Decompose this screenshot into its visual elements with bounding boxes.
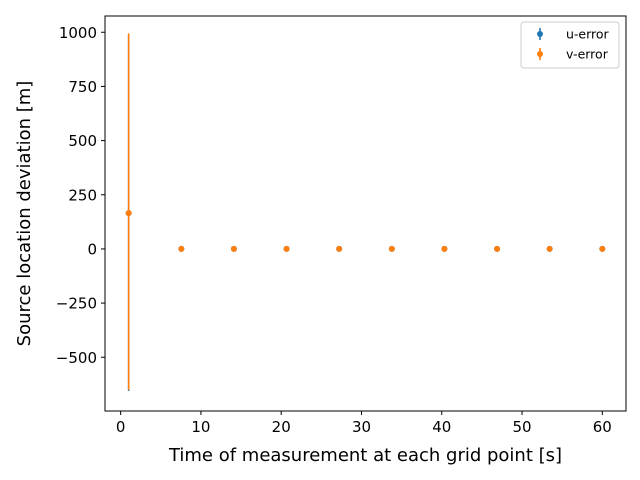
data-point — [336, 245, 343, 252]
legend-marker-icon — [537, 31, 543, 37]
series-u-error — [125, 34, 606, 391]
x-tick-label: 10 — [191, 418, 210, 436]
legend-item-u-error: u-error — [537, 27, 610, 42]
y-tick-label: −500 — [56, 349, 97, 367]
x-axis: 0 10 20 30 40 50 60 — [116, 411, 612, 436]
y-tick-label: 1000 — [59, 24, 97, 42]
data-point — [178, 245, 185, 252]
data-point — [388, 245, 395, 252]
plot-frame — [104, 15, 627, 412]
y-tick-label: 500 — [68, 132, 97, 150]
y-tick-label: 0 — [87, 240, 97, 258]
x-axis-label: Time of measurement at each grid point [… — [168, 445, 562, 466]
x-tick-label: 0 — [116, 418, 126, 436]
series-v-error — [125, 33, 606, 390]
y-tick-label: −250 — [56, 295, 97, 313]
x-tick-label: 60 — [593, 418, 612, 436]
data-point — [441, 245, 448, 252]
plot-marks — [125, 33, 606, 391]
data-point — [283, 245, 290, 252]
y-axis: −500 −250 0 250 500 750 1000 — [56, 24, 105, 367]
y-axis-label: Source location deviation [m] — [14, 81, 35, 347]
legend-label: v-error — [566, 47, 609, 62]
data-point — [599, 245, 606, 252]
y-tick-label: 250 — [68, 186, 97, 204]
data-point — [125, 210, 132, 217]
x-tick-label: 20 — [272, 418, 291, 436]
legend: u-error v-error — [520, 21, 620, 69]
x-tick-label: 40 — [432, 418, 451, 436]
y-tick-label: 750 — [68, 78, 97, 96]
data-point — [494, 245, 501, 252]
legend-box — [520, 21, 620, 69]
x-tick-label: 30 — [352, 418, 371, 436]
data-point — [230, 245, 237, 252]
legend-item-v-error: v-error — [537, 47, 609, 62]
legend-marker-icon — [537, 51, 543, 57]
data-point — [546, 245, 553, 252]
x-tick-label: 50 — [512, 418, 531, 436]
legend-label: u-error — [566, 27, 610, 42]
